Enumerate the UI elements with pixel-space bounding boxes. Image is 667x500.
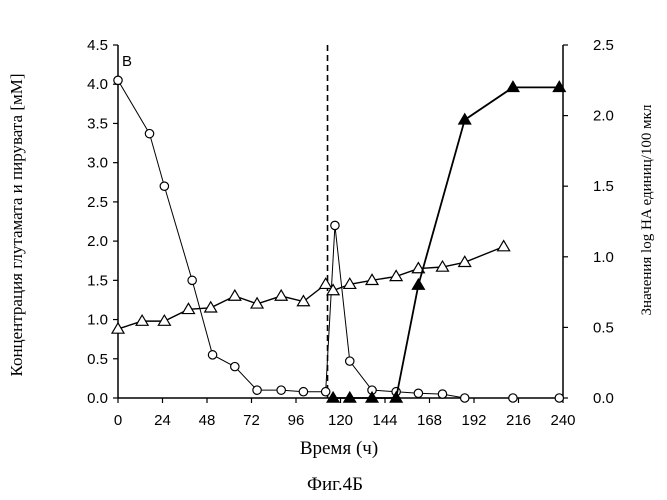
- data-point-circle: [253, 386, 261, 394]
- y-right-tick-label: 2.0: [593, 108, 614, 125]
- y-left-tick-label: 3.5: [87, 115, 108, 132]
- x-tick-label: 96: [288, 412, 305, 429]
- x-tick-label: 72: [243, 412, 260, 429]
- y-left-tick-label: 4.0: [87, 76, 108, 93]
- data-point-open-triangle: [498, 241, 510, 251]
- data-point-filled-triangle: [459, 114, 471, 124]
- data-point-circle: [414, 389, 422, 397]
- x-tick-label: 48: [199, 412, 216, 429]
- data-point-circle: [461, 394, 469, 402]
- series-line: [333, 87, 559, 398]
- data-point-circle: [438, 390, 446, 398]
- y-left-tick-label: 4.5: [87, 37, 108, 54]
- data-point-circle: [555, 394, 563, 402]
- data-point-filled-triangle: [412, 279, 424, 289]
- data-point-circle: [188, 276, 196, 284]
- axes: 0.0 0.5 1.0 1.5 2.0 2.5 3.0 3.5 4.0 4.5 0.0 0.5 1.0 1…: [87, 37, 614, 429]
- panel-label: B: [122, 53, 132, 70]
- data-point-open-triangle: [275, 290, 287, 300]
- data-point-circle: [231, 362, 239, 370]
- data-point-circle: [509, 394, 517, 402]
- y-right-tick-label: 1.0: [593, 249, 614, 266]
- data-point-circle: [346, 357, 354, 365]
- data-point-circle: [145, 129, 153, 137]
- data-point-circle: [321, 388, 329, 396]
- chart-marks: [112, 45, 565, 402]
- x-tick-label: 192: [461, 412, 486, 429]
- y-left-tick-label: 0.0: [87, 390, 108, 407]
- y-left-tick-label: 2.0: [87, 233, 108, 250]
- data-point-circle: [114, 76, 122, 84]
- y-axis-right-label: Значения log HA единиц/100 мкл: [639, 104, 655, 315]
- y-left-tick-label: 2.5: [87, 194, 108, 211]
- x-axis-label: Время (ч): [300, 438, 378, 459]
- x-tick-label: 120: [328, 412, 353, 429]
- data-point-open-triangle: [320, 278, 332, 288]
- y-left-tick-label: 1.0: [87, 312, 108, 329]
- series-line: [118, 247, 504, 329]
- x-tick-label: 24: [154, 412, 171, 429]
- y-left-tick-label: 0.5: [87, 351, 108, 368]
- y-left-tick-label: 3.0: [87, 155, 108, 172]
- x-tick-label: 216: [506, 412, 531, 429]
- data-point-open-triangle: [158, 315, 170, 325]
- y-right-tick-label: 0.0: [593, 390, 614, 407]
- data-point-circle: [160, 182, 168, 190]
- data-point-circle: [208, 351, 216, 359]
- y-right-tick-label: 1.5: [593, 178, 614, 195]
- y-left-tick-label: 1.5: [87, 272, 108, 289]
- data-point-open-triangle: [229, 290, 241, 300]
- y-right-tick-label: 0.5: [593, 319, 614, 336]
- x-tick-label: 144: [372, 412, 397, 429]
- data-point-open-triangle: [136, 315, 148, 325]
- y-axis-left-label: Концентрация глутамата и пирувата [мМ]: [7, 73, 26, 376]
- x-tick-label: 168: [417, 412, 442, 429]
- data-point-circle: [331, 221, 339, 229]
- data-point-open-triangle: [205, 302, 217, 312]
- figure-caption: Фиг.4Б: [307, 474, 363, 495]
- series-line: [118, 80, 559, 398]
- x-tick-label: 0: [114, 412, 122, 429]
- x-tick-label: 240: [550, 412, 575, 429]
- data-point-circle: [277, 386, 285, 394]
- y-right-tick-label: 2.5: [593, 37, 614, 54]
- data-point-open-triangle: [459, 256, 471, 266]
- data-point-circle: [299, 388, 307, 396]
